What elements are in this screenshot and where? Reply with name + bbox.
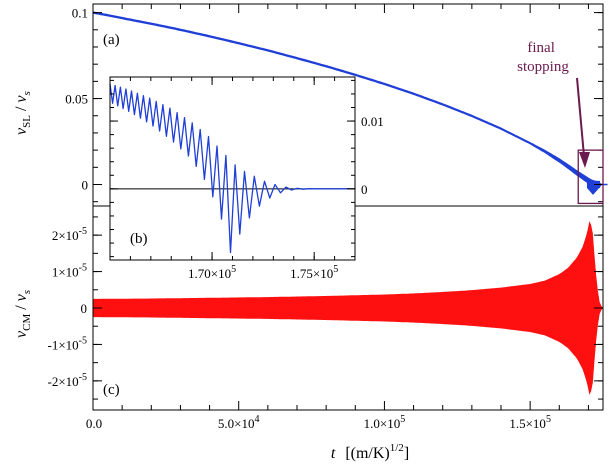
ylabel-c-slash: / (13, 301, 30, 313)
vsl-final-oscillation (586, 177, 602, 195)
zoom-box (577, 149, 604, 205)
a-ytick-label-1: 0.05 (65, 92, 88, 107)
c-xtick-label-0-base: 0.0 (86, 416, 102, 431)
panel-a-label: (a) (103, 32, 120, 48)
c-ytick-label-4-exp: -5 (79, 226, 87, 237)
xlabel-unit-exp: 1/2 (390, 442, 404, 454)
c-xtick-label-1-exp: 4 (255, 414, 260, 425)
panel-a: 00.050.1 (a) vSL / vs final stopping (13, 3, 608, 207)
ylabel-a-main: v (13, 127, 30, 135)
c-xtick-label-3-exp: 5 (546, 414, 551, 425)
b-xtick-label-0-base: 1.70×10 (188, 266, 231, 281)
c-ytick-label-0-base: -2×10 (47, 374, 78, 389)
c-ytick-label-4-base: 2×10 (52, 228, 79, 243)
vcm-envelope (93, 221, 603, 395)
inset-oscillation-trace (109, 83, 351, 254)
c-ytick-label-3: 1×10-5 (52, 263, 87, 280)
panel-c-label: (c) (103, 382, 120, 398)
a-ytick-label-1-base: 0.05 (65, 92, 88, 107)
c-ytick-label-0-exp: -5 (79, 372, 87, 383)
a-ytick-label-2: 0.1 (72, 6, 88, 21)
xlabel-unit: [(m/K) (345, 445, 389, 462)
c-xtick-label-2-base: 1.0×10 (364, 416, 401, 431)
panel-a-ylabel: vSL / vs (13, 91, 33, 135)
c-ytick-label-3-base: 1×10 (52, 265, 79, 280)
c-xtick-label-2: 1.0×105 (364, 414, 406, 431)
c-ytick-label-2-base: 0 (81, 301, 88, 316)
c-ytick-label-1-exp: -5 (79, 335, 87, 346)
c-ytick-label-3-exp: -5 (79, 263, 87, 274)
b-xtick-label-1: 1.75×105 (290, 264, 338, 281)
a-ytick-label-0: 0 (82, 178, 89, 193)
panel-c-ticks: -2×10-5-1×10-501×10-52×10-50.0 5.0×104 1.0… (47, 216, 603, 431)
c-xtick-label-3-base: 1.5×10 (509, 416, 546, 431)
arrow-head (579, 152, 590, 168)
final-stopping-annotation: final stopping (517, 40, 569, 75)
c-ytick-label-1-base: -1×10 (47, 337, 78, 352)
ylabel-a-sub: SL (21, 115, 33, 128)
xlabel-close: ] (404, 445, 409, 462)
annotation-line-1: final (527, 40, 555, 56)
ylabel-c-main: v (13, 330, 30, 338)
b-ytick-label-0-base: 0 (361, 182, 368, 197)
arrow-shaft (576, 77, 585, 157)
annotation-arrow (576, 77, 590, 168)
b-xtick-label-1-base: 1.75×10 (290, 266, 333, 281)
c-ytick-label-4: 2×10-5 (52, 226, 87, 243)
c-xtick-label-0: 0.0 (86, 416, 102, 431)
ylabel-a-denom: v (13, 95, 30, 103)
panel-b-frame (109, 76, 356, 261)
annotation-line-2: stopping (517, 59, 569, 75)
a-ytick-label-2-base: 0.1 (72, 6, 88, 21)
b-xtick-label-1-exp: 5 (333, 264, 338, 275)
ylabel-c-denom-sub: s (21, 290, 33, 294)
b-ytick-label-1: 0.01 (361, 114, 384, 129)
c-xtick-label-2-exp: 5 (400, 414, 405, 425)
c-xtick-label-1-base: 5.0×10 (218, 416, 255, 431)
panel-b-label: (b) (130, 231, 148, 247)
ylabel-c-sub: CM (21, 314, 33, 331)
panel-c-ylabel: vCM / vs (13, 290, 33, 338)
ylabel-c-denom: v (13, 293, 30, 301)
b-ytick-label-1-base: 0.01 (361, 114, 384, 129)
b-ytick-label-0: 0 (361, 182, 368, 197)
c-xtick-label-3: 1.5×105 (509, 414, 551, 431)
panel-c-trace (93, 221, 603, 395)
x-axis-label: t [(m/K)1/2] (331, 442, 409, 462)
c-ytick-label-0: -2×10-5 (47, 372, 87, 389)
ylabel-a-slash: / (13, 103, 30, 115)
a-ytick-label-0-base: 0 (82, 178, 89, 193)
c-ytick-label-1: -1×10-5 (47, 335, 87, 352)
b-xtick-label-0: 1.70×105 (188, 264, 236, 281)
panel-b-trace (109, 83, 351, 254)
ylabel-a-denom-sub: s (21, 91, 33, 95)
b-xtick-label-0-exp: 5 (231, 264, 236, 275)
c-xtick-label-1: 5.0×104 (218, 414, 260, 431)
xlabel-main: t (331, 445, 336, 462)
c-ytick-label-2: 0 (81, 301, 88, 316)
